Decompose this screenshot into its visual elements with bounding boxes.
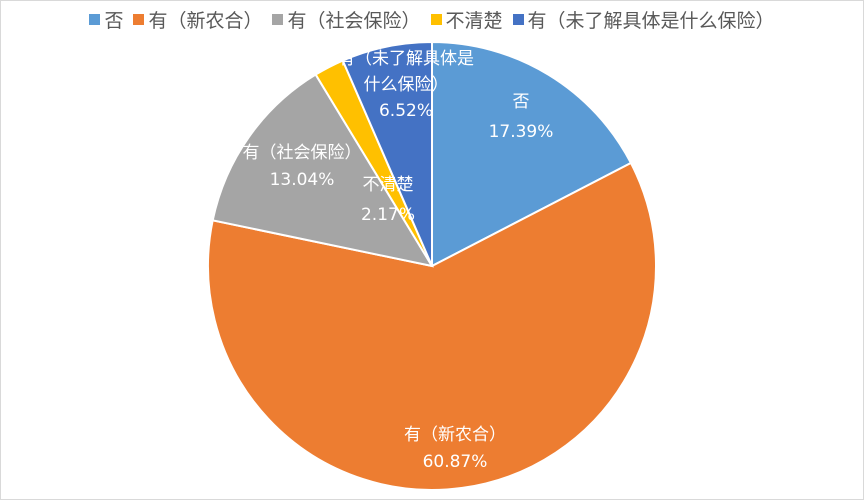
data-label-social-insurance: 有（社会保险） 13.04% (243, 143, 362, 190)
legend-swatch (430, 14, 442, 25)
legend-swatch (512, 14, 524, 25)
data-label-new-rural: 有（新农合） 60.87% (404, 425, 506, 472)
legend-label: 有（社会保险） (287, 10, 421, 32)
legend-item-unknown-type: 有（未了解具体是什么保险） (512, 6, 775, 33)
pie-slice-no (431, 40, 633, 268)
legend-swatch (89, 14, 101, 25)
pie-slice-unknown-type (341, 40, 433, 267)
legend-item-no: 否 (89, 6, 123, 33)
legend-label: 有（新农合） (148, 10, 263, 32)
legend-item-unclear: 不清楚 (430, 6, 503, 33)
legend-item-new-rural: 有（新农合） (133, 6, 262, 33)
legend-label: 不清楚 (445, 10, 503, 32)
data-label-unclear: 不清楚 2.17% (361, 175, 415, 225)
pie-slice-social-insurance (211, 73, 435, 268)
data-label-unknown-type: 有（未了解具体是什么保险） 6.52% (338, 49, 474, 121)
pie-slice-new-rural (207, 161, 657, 491)
legend: 否 有（新农合） 有（社会保险） 不清楚 有（未了解具体是什么保险） (0, 6, 864, 33)
data-label-no: 否 17.39% (489, 92, 554, 142)
legend-label: 有（未了解具体是什么保险） (527, 10, 775, 32)
legend-label: 否 (104, 10, 124, 32)
legend-swatch (133, 14, 145, 25)
legend-item-social-insurance: 有（社会保险） (272, 6, 421, 33)
legend-swatch (272, 14, 284, 25)
